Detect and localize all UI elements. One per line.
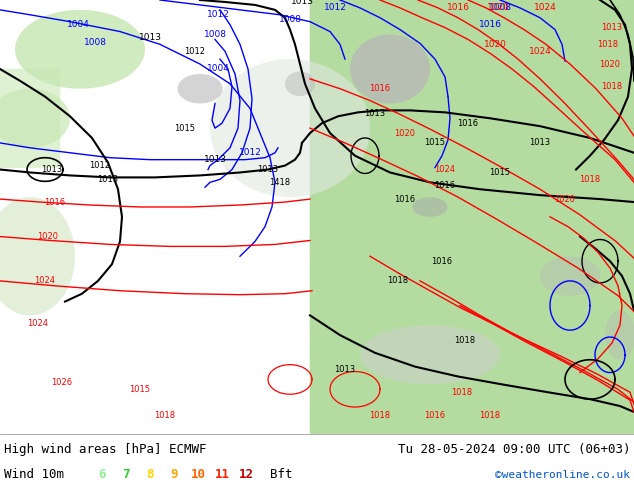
Text: 1008: 1008 bbox=[84, 38, 107, 47]
Text: 1016: 1016 bbox=[44, 197, 65, 207]
Text: 1016: 1016 bbox=[370, 84, 391, 93]
Ellipse shape bbox=[605, 311, 634, 360]
Ellipse shape bbox=[285, 72, 315, 96]
Text: 1013: 1013 bbox=[602, 23, 623, 32]
Text: 1013: 1013 bbox=[365, 109, 385, 118]
Text: 1016: 1016 bbox=[458, 119, 479, 128]
Text: 1004: 1004 bbox=[207, 65, 230, 74]
Ellipse shape bbox=[15, 10, 145, 89]
Ellipse shape bbox=[540, 256, 600, 295]
Text: 1016: 1016 bbox=[394, 195, 415, 203]
Text: 1013: 1013 bbox=[290, 0, 313, 6]
Text: 1020: 1020 bbox=[37, 232, 58, 241]
Text: 1018: 1018 bbox=[579, 175, 600, 184]
Text: 1013: 1013 bbox=[529, 138, 550, 147]
Text: 1015: 1015 bbox=[129, 385, 150, 394]
Ellipse shape bbox=[0, 197, 75, 316]
Text: 1012: 1012 bbox=[207, 10, 230, 19]
FancyBboxPatch shape bbox=[0, 69, 60, 168]
Text: 1024: 1024 bbox=[534, 3, 557, 12]
Text: 1018: 1018 bbox=[597, 40, 619, 49]
Text: 1013: 1013 bbox=[98, 175, 119, 184]
Text: 1013: 1013 bbox=[138, 33, 162, 42]
Text: 1020: 1020 bbox=[600, 60, 621, 69]
Text: 1018: 1018 bbox=[370, 412, 391, 420]
Text: 1008: 1008 bbox=[278, 15, 302, 24]
Text: 1024: 1024 bbox=[434, 165, 455, 174]
Text: 1020: 1020 bbox=[486, 3, 510, 12]
Ellipse shape bbox=[350, 34, 430, 103]
Text: 1013: 1013 bbox=[257, 165, 278, 174]
Ellipse shape bbox=[178, 74, 223, 103]
Text: 1018: 1018 bbox=[479, 412, 501, 420]
Text: Bft: Bft bbox=[270, 468, 292, 481]
Text: 1008: 1008 bbox=[204, 30, 226, 39]
Text: 1015: 1015 bbox=[174, 123, 195, 133]
Text: ©weatheronline.co.uk: ©weatheronline.co.uk bbox=[495, 470, 630, 480]
Text: 11: 11 bbox=[214, 468, 230, 481]
Text: 1024: 1024 bbox=[529, 47, 552, 56]
Text: 1016: 1016 bbox=[434, 181, 456, 190]
Text: 1008: 1008 bbox=[489, 3, 512, 12]
Text: 1020: 1020 bbox=[555, 195, 576, 203]
Text: 1016: 1016 bbox=[479, 20, 501, 29]
Text: 1018: 1018 bbox=[155, 412, 176, 420]
Ellipse shape bbox=[360, 325, 500, 384]
Text: 1015: 1015 bbox=[425, 138, 446, 147]
Text: 1026: 1026 bbox=[51, 378, 72, 387]
Text: Tu 28-05-2024 09:00 UTC (06+03): Tu 28-05-2024 09:00 UTC (06+03) bbox=[398, 443, 630, 456]
Text: 9: 9 bbox=[171, 468, 178, 481]
Text: 1016: 1016 bbox=[424, 412, 446, 420]
Text: 1012: 1012 bbox=[89, 161, 110, 170]
Text: 1016: 1016 bbox=[446, 3, 470, 12]
Text: 6: 6 bbox=[98, 468, 106, 481]
Text: 1012: 1012 bbox=[238, 148, 261, 157]
Ellipse shape bbox=[413, 197, 448, 217]
Text: 8: 8 bbox=[146, 468, 154, 481]
Text: 1024: 1024 bbox=[27, 319, 48, 328]
Ellipse shape bbox=[210, 59, 370, 197]
Text: 1013: 1013 bbox=[204, 155, 226, 164]
Text: 1004: 1004 bbox=[67, 20, 89, 29]
Text: 7: 7 bbox=[122, 468, 130, 481]
FancyBboxPatch shape bbox=[309, 0, 634, 434]
Text: 1012: 1012 bbox=[323, 3, 346, 12]
Text: 1018: 1018 bbox=[451, 388, 472, 397]
Text: High wind areas [hPa] ECMWF: High wind areas [hPa] ECMWF bbox=[4, 443, 207, 456]
Ellipse shape bbox=[0, 89, 70, 148]
Text: 10: 10 bbox=[190, 468, 205, 481]
Text: 1012: 1012 bbox=[184, 47, 205, 56]
Text: 1020: 1020 bbox=[484, 40, 507, 49]
Text: 1016: 1016 bbox=[432, 257, 453, 266]
Text: 1013: 1013 bbox=[41, 165, 63, 174]
Text: 12: 12 bbox=[238, 468, 254, 481]
Text: 1418: 1418 bbox=[269, 178, 290, 187]
Text: 1018: 1018 bbox=[387, 276, 408, 285]
Text: 1018: 1018 bbox=[602, 82, 623, 91]
Text: 1015: 1015 bbox=[489, 168, 510, 177]
Text: 1020: 1020 bbox=[394, 128, 415, 138]
Text: 1018: 1018 bbox=[455, 336, 476, 344]
Text: 1024: 1024 bbox=[34, 276, 56, 285]
Text: 1013: 1013 bbox=[335, 365, 356, 374]
Text: Wind 10m: Wind 10m bbox=[4, 468, 64, 481]
